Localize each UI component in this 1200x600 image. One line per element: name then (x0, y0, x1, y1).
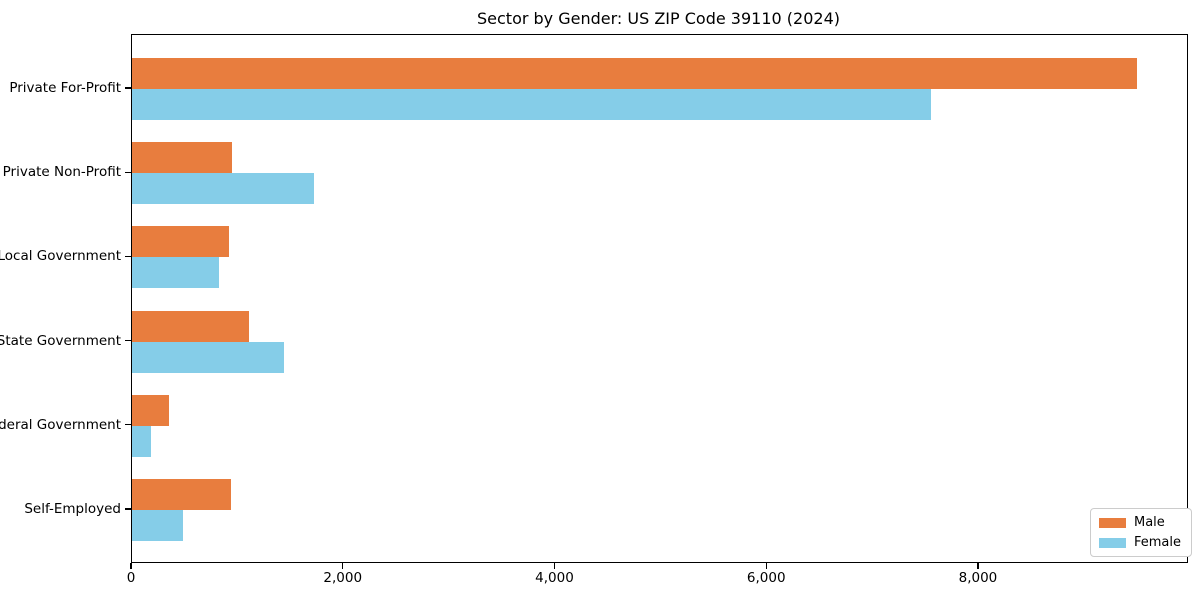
x-axis-tick-label-2000: 2,000 (323, 570, 363, 586)
x-tick-mark (130, 562, 132, 569)
x-axis-tick-label-4000: 4,000 (535, 570, 574, 586)
bar-male-state-government (132, 310, 249, 342)
bar-female-private-for-profit (132, 89, 932, 120)
x-tick-mark (342, 562, 344, 569)
y-axis-label-local-government: Local Government (0, 248, 121, 265)
legend-item-male: Male (1099, 516, 1181, 529)
x-tick-mark (553, 562, 556, 569)
bar-male-federal-government (132, 394, 170, 426)
legend-label-male: Male (1134, 515, 1165, 530)
bar-female-private-non-profit (132, 173, 314, 205)
y-tick-mark (125, 508, 131, 510)
bar-male-local-government (132, 226, 230, 258)
legend-label-female: Female (1134, 535, 1182, 550)
bar-female-state-government (132, 341, 284, 373)
x-axis-tick-label-0: 0 (126, 570, 136, 586)
bar-male-private-non-profit (132, 142, 232, 174)
y-tick-mark (125, 255, 131, 258)
y-tick-mark (125, 424, 131, 426)
y-tick-mark (125, 339, 131, 342)
legend-swatch-female (1099, 537, 1126, 548)
x-axis-tick-label-8000: 8,000 (958, 570, 998, 586)
y-tick-mark (125, 171, 131, 173)
bar-female-federal-government (132, 425, 152, 457)
bar-male-self-employed (132, 479, 231, 510)
y-axis-label-private-non-profit: Private Non-Profit (2, 164, 121, 181)
y-axis-label-federal-government: Federal Government (0, 416, 121, 433)
y-tick-mark (125, 87, 131, 89)
bar-female-local-government (132, 257, 220, 289)
y-axis-label-self-employed: Self-Employed (24, 501, 121, 517)
bar-male-private-for-profit (132, 58, 1137, 89)
legend-swatch-male (1099, 517, 1126, 528)
y-axis-label-private-for-profit: Private For-Profit (9, 80, 121, 96)
y-axis-label-state-government: State Government (0, 332, 121, 349)
x-tick-mark (765, 562, 767, 569)
x-tick-mark (977, 562, 979, 569)
legend: Male Female (1090, 508, 1193, 557)
x-axis-tick-label-6000: 6,000 (746, 570, 786, 586)
chart-title: Sector by Gender: US ZIP Code 39110 (202… (477, 9, 840, 28)
bar-female-self-employed (132, 510, 184, 541)
legend-item-female: Female (1099, 536, 1181, 549)
plot-area (131, 34, 1188, 563)
